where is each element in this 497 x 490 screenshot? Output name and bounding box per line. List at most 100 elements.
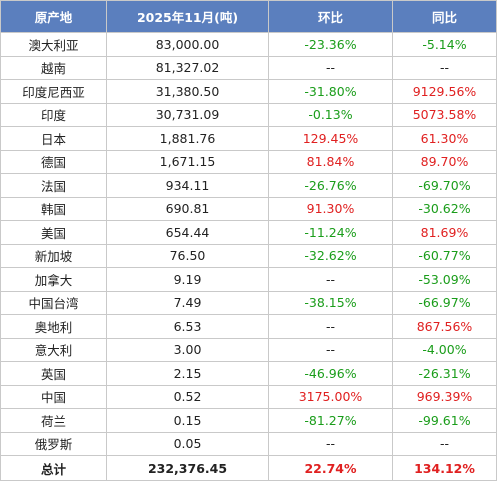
cell-mom: -23.36% <box>268 32 393 57</box>
cell-yoy: 969.39% <box>392 384 497 409</box>
cell-yoy: -53.09% <box>392 267 497 292</box>
cell-volume: 934.11 <box>106 173 269 198</box>
table-row: 意大利 3.00 -- -4.00% <box>0 337 497 362</box>
total-mom: 22.74% <box>268 455 393 481</box>
table-row: 中国 0.52 3175.00% 969.39% <box>0 384 497 409</box>
cell-yoy: 867.56% <box>392 314 497 339</box>
cell-volume: 2.15 <box>106 361 269 386</box>
cell-volume: 0.15 <box>106 408 269 433</box>
cell-yoy: 9129.56% <box>392 79 497 104</box>
header-mom: 环比 <box>268 0 393 33</box>
cell-mom: -- <box>268 55 393 80</box>
cell-volume: 0.05 <box>106 431 269 456</box>
table-row: 俄罗斯 0.05 -- -- <box>0 431 497 456</box>
cell-origin: 法国 <box>0 173 107 198</box>
cell-origin: 韩国 <box>0 196 107 221</box>
cell-mom: -11.24% <box>268 220 393 245</box>
cell-mom: -26.76% <box>268 173 393 198</box>
total-origin: 总计 <box>0 455 107 481</box>
cell-mom: -31.80% <box>268 79 393 104</box>
table-row: 韩国 690.81 91.30% -30.62% <box>0 196 497 221</box>
header-yoy: 同比 <box>392 0 497 33</box>
cell-mom: 91.30% <box>268 196 393 221</box>
cell-volume: 690.81 <box>106 196 269 221</box>
cell-volume: 0.52 <box>106 384 269 409</box>
cell-volume: 1,881.76 <box>106 126 269 151</box>
cell-mom: -0.13% <box>268 102 393 127</box>
cell-yoy: -99.61% <box>392 408 497 433</box>
table-row: 印度 30,731.09 -0.13% 5073.58% <box>0 102 497 127</box>
cell-mom: 129.45% <box>268 126 393 151</box>
cell-origin: 奥地利 <box>0 314 107 339</box>
table-row: 荷兰 0.15 -81.27% -99.61% <box>0 408 497 433</box>
cell-mom: -38.15% <box>268 290 393 315</box>
header-volume: 2025年11月(吨) <box>106 0 269 33</box>
cell-origin: 印度 <box>0 102 107 127</box>
cell-yoy: -60.77% <box>392 243 497 268</box>
table-row: 德国 1,671.15 81.84% 89.70% <box>0 149 497 174</box>
cell-mom: -- <box>268 267 393 292</box>
cell-origin: 意大利 <box>0 337 107 362</box>
cell-origin: 美国 <box>0 220 107 245</box>
cell-origin: 俄罗斯 <box>0 431 107 456</box>
total-volume: 232,376.45 <box>106 455 269 481</box>
table-row: 英国 2.15 -46.96% -26.31% <box>0 361 497 386</box>
table-row: 美国 654.44 -11.24% 81.69% <box>0 220 497 245</box>
cell-origin: 越南 <box>0 55 107 80</box>
table-row: 澳大利亚 83,000.00 -23.36% -5.14% <box>0 32 497 57</box>
cell-volume: 30,731.09 <box>106 102 269 127</box>
cell-mom: -- <box>268 431 393 456</box>
cell-origin: 新加坡 <box>0 243 107 268</box>
cell-mom: -- <box>268 314 393 339</box>
cell-origin: 荷兰 <box>0 408 107 433</box>
cell-volume: 3.00 <box>106 337 269 362</box>
cell-volume: 83,000.00 <box>106 32 269 57</box>
cell-volume: 654.44 <box>106 220 269 245</box>
cell-yoy: -5.14% <box>392 32 497 57</box>
cell-yoy: 81.69% <box>392 220 497 245</box>
cell-yoy: 5073.58% <box>392 102 497 127</box>
table-row: 越南 81,327.02 -- -- <box>0 55 497 80</box>
cell-mom: -81.27% <box>268 408 393 433</box>
cell-volume: 9.19 <box>106 267 269 292</box>
cell-origin: 日本 <box>0 126 107 151</box>
cell-volume: 6.53 <box>106 314 269 339</box>
cell-yoy: -- <box>392 55 497 80</box>
cell-origin: 德国 <box>0 149 107 174</box>
cell-mom: -- <box>268 337 393 362</box>
cell-yoy: -69.70% <box>392 173 497 198</box>
total-row: 总计 232,376.45 22.74% 134.12% <box>0 455 497 481</box>
cell-mom: -32.62% <box>268 243 393 268</box>
cell-volume: 81,327.02 <box>106 55 269 80</box>
cell-yoy: 89.70% <box>392 149 497 174</box>
cell-volume: 1,671.15 <box>106 149 269 174</box>
cell-yoy: -4.00% <box>392 337 497 362</box>
cell-volume: 7.49 <box>106 290 269 315</box>
cell-yoy: -26.31% <box>392 361 497 386</box>
cell-yoy: -- <box>392 431 497 456</box>
table-row: 加拿大 9.19 -- -53.09% <box>0 267 497 292</box>
cell-mom: 81.84% <box>268 149 393 174</box>
cell-yoy: -66.97% <box>392 290 497 315</box>
header-origin: 原产地 <box>0 0 107 33</box>
cell-origin: 加拿大 <box>0 267 107 292</box>
header-row: 原产地 2025年11月(吨) 环比 同比 <box>0 0 497 33</box>
cell-mom: -46.96% <box>268 361 393 386</box>
cell-volume: 31,380.50 <box>106 79 269 104</box>
table-row: 法国 934.11 -26.76% -69.70% <box>0 173 497 198</box>
cell-mom: 3175.00% <box>268 384 393 409</box>
cell-yoy: -30.62% <box>392 196 497 221</box>
cell-origin: 中国台湾 <box>0 290 107 315</box>
cell-origin: 中国 <box>0 384 107 409</box>
cell-volume: 76.50 <box>106 243 269 268</box>
table-row: 新加坡 76.50 -32.62% -60.77% <box>0 243 497 268</box>
table-row: 奥地利 6.53 -- 867.56% <box>0 314 497 339</box>
cell-origin: 澳大利亚 <box>0 32 107 57</box>
cell-origin: 英国 <box>0 361 107 386</box>
total-yoy: 134.12% <box>392 455 497 481</box>
table-row: 印度尼西亚 31,380.50 -31.80% 9129.56% <box>0 79 497 104</box>
cell-yoy: 61.30% <box>392 126 497 151</box>
cell-origin: 印度尼西亚 <box>0 79 107 104</box>
table-row: 日本 1,881.76 129.45% 61.30% <box>0 126 497 151</box>
